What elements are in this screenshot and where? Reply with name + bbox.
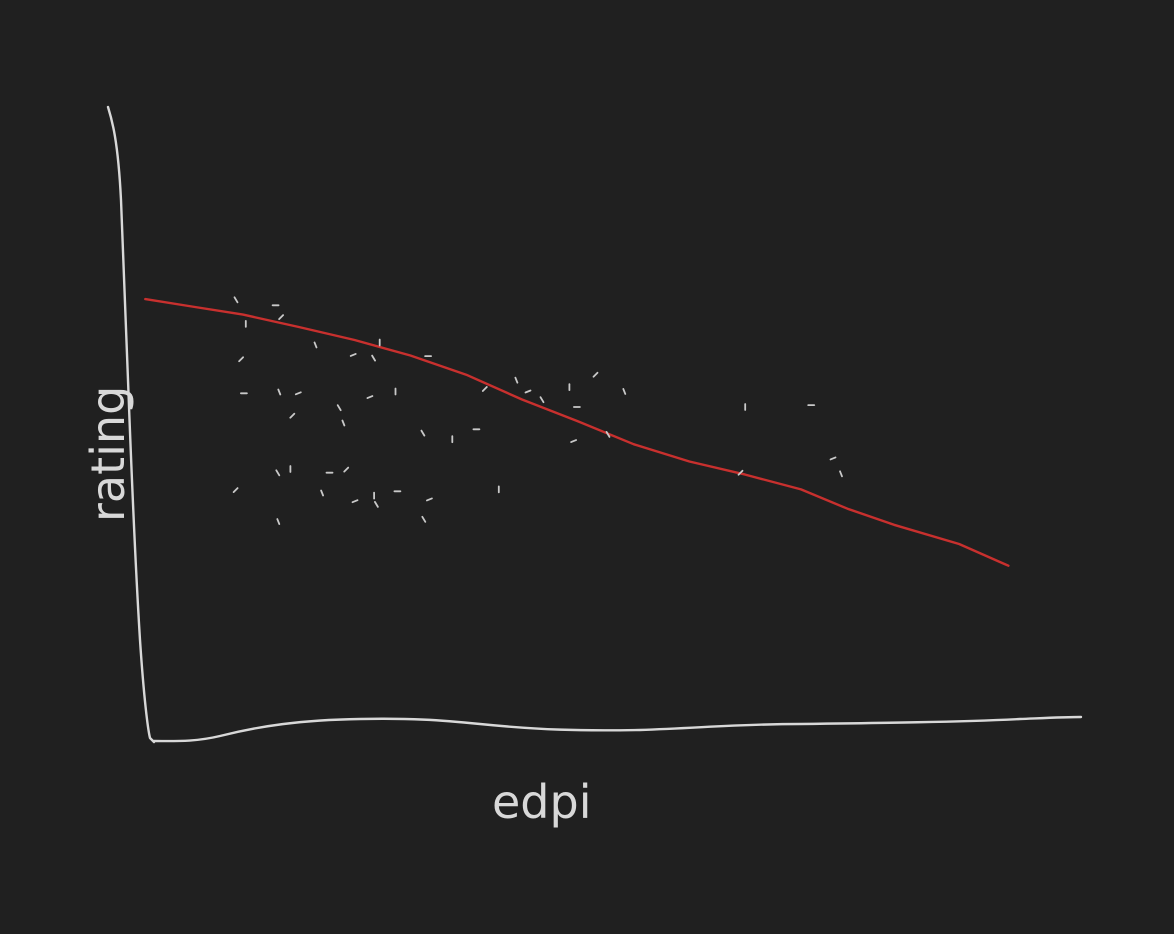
- scatter-point: [349, 352, 357, 357]
- scatter-point: [539, 396, 545, 404]
- scatter-point: [232, 487, 239, 494]
- scatter-point: [425, 497, 433, 502]
- scatter-point: [366, 395, 374, 400]
- scatter-point: [373, 500, 379, 508]
- scatter-point: [294, 391, 302, 396]
- scatter-point: [275, 469, 281, 477]
- scatter-point: [320, 489, 325, 497]
- scatter-point: [278, 314, 285, 321]
- scatter-point: [371, 354, 377, 362]
- scatter-point: [276, 518, 281, 525]
- scatter-point: [313, 341, 318, 349]
- scatter-point: [481, 386, 488, 392]
- scatter-point: [289, 412, 296, 419]
- scatter-point: [277, 388, 282, 396]
- y-axis-label: rating: [81, 386, 135, 522]
- trend-line-group: [144, 297, 1010, 567]
- scatter-point: [233, 296, 239, 304]
- scatter-point: [605, 430, 611, 438]
- scatter-point: [829, 456, 837, 461]
- scatter-point: [514, 376, 519, 384]
- trend-line: [144, 297, 1010, 567]
- scatter-point: [570, 439, 577, 444]
- y-axis-line: [106, 105, 156, 744]
- scatter-point: [737, 469, 744, 476]
- scatter-point: [343, 466, 350, 473]
- scatter-point: [592, 371, 599, 378]
- x-axis-label: edpi: [492, 775, 591, 829]
- scatter-point: [238, 356, 245, 363]
- scatter-point: [351, 499, 359, 504]
- scatter-point: [341, 419, 346, 427]
- points-group: [232, 296, 843, 525]
- scatter-point: [336, 404, 342, 412]
- scatter-point: [524, 389, 532, 394]
- scatter-point: [420, 429, 426, 437]
- scatter-point: [421, 515, 427, 523]
- scatter-point: [622, 387, 627, 395]
- x-axis-line: [152, 715, 1083, 743]
- scatter-point: [839, 470, 843, 478]
